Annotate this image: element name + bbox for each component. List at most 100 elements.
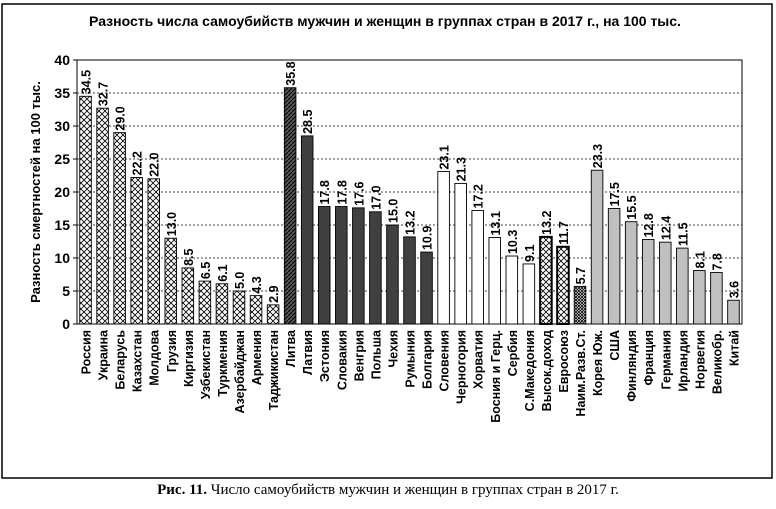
category-label: Эстония [318, 330, 332, 382]
bar [420, 251, 433, 325]
bar [403, 236, 416, 325]
category-label: Босния и Герц. [489, 330, 503, 423]
bar [437, 171, 450, 325]
category-label: Украина [97, 329, 111, 380]
bar [573, 285, 587, 325]
value-label: 9.1 [523, 245, 537, 262]
caption-text: Число самоубийств мужчин и женщин в груп… [207, 482, 619, 498]
value-label: 22.0 [148, 152, 162, 176]
value-label: 6.5 [199, 262, 213, 279]
bar [693, 270, 706, 325]
bar [471, 210, 484, 325]
category-label: Киргизия [182, 330, 196, 387]
value-label: 10.3 [506, 230, 520, 254]
y-tick-label: 30 [54, 118, 70, 134]
value-label: 3.6 [727, 281, 741, 298]
y-tick-label: 25 [54, 151, 70, 167]
value-label: 15.0 [386, 199, 400, 223]
value-label: 13.1 [489, 211, 503, 235]
value-label: 5.0 [233, 272, 247, 289]
value-label: 10.9 [421, 226, 435, 250]
bar [335, 206, 348, 325]
value-label: 23.1 [438, 145, 452, 169]
bar [454, 182, 467, 325]
y-tick-label: 15 [54, 217, 70, 233]
category-label: Литва [284, 329, 298, 367]
value-label: 5.7 [574, 267, 588, 284]
category-label: Туркмения [216, 330, 230, 397]
bar [96, 107, 109, 325]
plot-area: 0 5 10 15 20 25 30 35 40 Разность смертностей на … [28, 52, 743, 423]
value-label: 4.3 [250, 276, 264, 293]
value-label: 34.5 [80, 70, 94, 94]
bar [556, 246, 570, 325]
value-label: 15.5 [625, 195, 639, 219]
value-label: 21.3 [455, 157, 469, 181]
category-label: США [608, 330, 622, 361]
category-label: Ирландия [676, 330, 690, 392]
category-label: Молдова [148, 329, 162, 386]
category-label: Финляндия [625, 330, 639, 402]
y-tick-label: 20 [54, 184, 70, 200]
value-label: 8.5 [182, 248, 196, 265]
bar [300, 135, 314, 325]
y-tick-label: 0 [62, 316, 70, 332]
category-label: С.Македония [523, 330, 537, 411]
value-label: 17.2 [472, 184, 486, 208]
value-label: 17.8 [335, 180, 349, 204]
value-label: 2.9 [267, 285, 281, 302]
value-label: 12.4 [659, 216, 673, 240]
bar [181, 267, 195, 325]
bar [147, 178, 160, 325]
bar [488, 237, 502, 325]
category-label: Чехия [386, 330, 400, 368]
category-label: Высок.доход [540, 330, 554, 411]
category-label: Азербайджан [233, 330, 247, 413]
category-label: Беларусь [114, 330, 128, 390]
bar [283, 87, 297, 325]
category-label: Германия [659, 330, 673, 389]
bar [317, 206, 331, 325]
category-label: Великобр. [710, 330, 724, 394]
value-label: 29.0 [114, 106, 128, 130]
value-label: 17.5 [608, 182, 622, 206]
category-label: Черногория [455, 330, 469, 404]
category-label: Словения [438, 330, 452, 391]
caption-label: Рис. 11. [157, 482, 207, 498]
bar [676, 247, 689, 325]
value-label: 22.2 [131, 151, 145, 175]
bar-emphasis [539, 235, 553, 326]
value-label: 7.8 [710, 253, 724, 270]
category-label: Румыния [404, 330, 418, 388]
bar [79, 95, 92, 325]
bar [522, 263, 536, 325]
value-label: 6.1 [216, 264, 230, 281]
category-label: Норвегия [693, 330, 707, 389]
category-label: Армения [250, 330, 264, 385]
bar [727, 299, 740, 325]
bar [659, 241, 672, 325]
category-label: Казахстан [131, 330, 145, 392]
category-label: Хорватия [472, 330, 486, 389]
bar [641, 239, 655, 325]
bar [164, 237, 178, 325]
category-label: Сербия [506, 330, 520, 376]
suicide-difference-bar-chart: Разность числа самоубийств мужчин и женщ… [1, 3, 773, 479]
y-tick-label: 10 [54, 250, 70, 266]
category-label: Латвия [301, 330, 315, 375]
bar [386, 224, 399, 325]
figure-caption: Рис. 11. Число самоубийств мужчин и женщ… [0, 482, 776, 499]
category-label: Евросоюз [557, 330, 571, 393]
bar [130, 177, 143, 325]
bar [198, 280, 212, 325]
category-label: Болгария [421, 330, 435, 389]
value-label: 13.0 [165, 212, 179, 236]
bar [215, 283, 229, 325]
value-label: 32.7 [97, 82, 111, 106]
category-label: Узбекистан [199, 330, 213, 399]
bar [249, 295, 263, 325]
bar [539, 236, 553, 325]
category-label: Грузия [165, 330, 179, 372]
bar [607, 208, 621, 325]
category-label: Словакия [335, 330, 349, 390]
